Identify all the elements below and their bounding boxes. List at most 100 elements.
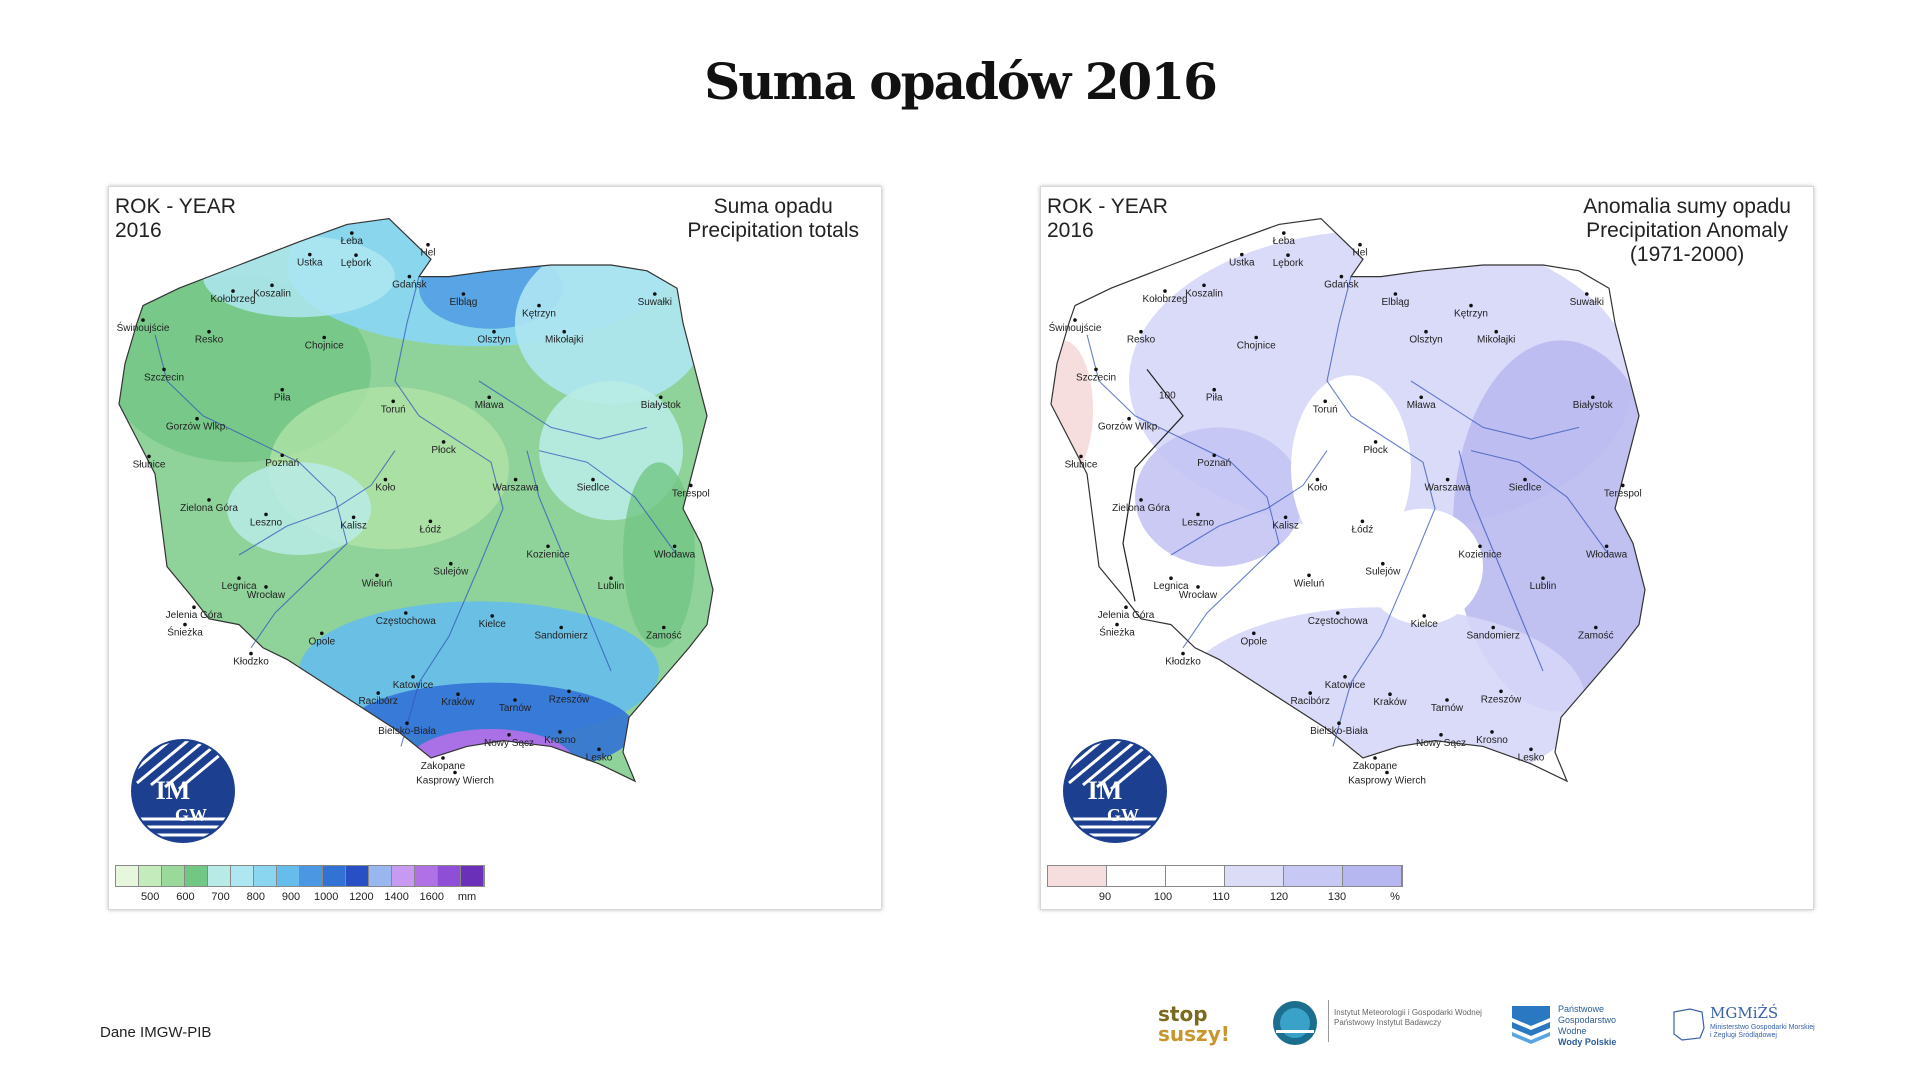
- city-label: Lesko: [586, 752, 613, 763]
- city-dot: [183, 622, 187, 627]
- anomaly-zone: [1135, 427, 1303, 567]
- city-dot: [426, 242, 430, 247]
- city-dot: [513, 698, 517, 702]
- city-marker: Nowy Sącz: [484, 733, 534, 749]
- city-label: Białystok: [1573, 400, 1614, 411]
- city-label: Lublin: [598, 581, 625, 592]
- wp-logo-line1: Państwowe: [1558, 1004, 1605, 1014]
- city-marker: Lublin: [598, 576, 625, 592]
- city-dot: [1308, 691, 1312, 695]
- legend-swatch: [208, 866, 231, 886]
- city-marker: Ustka: [297, 252, 323, 269]
- city-marker: Koszalin: [1185, 283, 1223, 299]
- city-dot: [1181, 651, 1185, 656]
- city-marker: Poznań: [1197, 453, 1231, 469]
- legend-swatch: [116, 866, 139, 886]
- city-marker: Zakopane: [1353, 756, 1398, 772]
- city-dot: [1373, 756, 1377, 760]
- city-label: Wrocław: [1179, 590, 1218, 601]
- city-dot: [1360, 519, 1365, 524]
- city-label: Poznań: [265, 458, 299, 469]
- city-dot: [1115, 622, 1119, 627]
- city-dot: [1286, 253, 1290, 257]
- city-label: Kalisz: [340, 520, 367, 531]
- city-dot: [1169, 576, 1173, 580]
- city-label: Kętrzyn: [522, 309, 556, 320]
- city-dot: [1358, 242, 1362, 247]
- city-marker: Wrocław: [1179, 585, 1218, 601]
- city-label: Poznań: [1197, 458, 1231, 469]
- city-label: Szczecin: [144, 372, 184, 383]
- city-dot: [1388, 692, 1392, 696]
- city-marker: Opole: [308, 631, 336, 647]
- poland-outline-icon: [1673, 1008, 1705, 1041]
- city-label: Kasprowy Wierch: [416, 776, 494, 787]
- city-dot: [546, 544, 550, 549]
- city-dot: [192, 605, 196, 609]
- city-label: Ustka: [297, 258, 323, 269]
- city-dot: [1343, 675, 1347, 679]
- mgmizs-logo: MGMiŻŚ Ministerstwo Gospodarki Morskiej …: [1670, 994, 1820, 1054]
- river-line: [1326, 276, 1436, 747]
- city-marker: Kasprowy Wierch: [416, 770, 494, 787]
- city-dot: [1385, 770, 1389, 775]
- city-dot: [195, 416, 199, 421]
- city-dot: [537, 303, 541, 308]
- contour-line: [1122, 369, 1184, 602]
- city-label: Świnoujście: [1049, 321, 1102, 334]
- city-label: Tarnów: [1431, 703, 1464, 714]
- stop-logo-line1: stop: [1158, 1002, 1208, 1026]
- legend-swatch: [1166, 866, 1225, 886]
- river-line: [538, 450, 678, 556]
- city-dot: [672, 544, 677, 549]
- legend-tick-label: 800: [246, 891, 265, 903]
- anomaly-zone: [1051, 340, 1093, 480]
- wp-logo-line2: Gospodarstwo Wodne: [1558, 1015, 1617, 1036]
- legend-bar: [1047, 865, 1403, 887]
- city-marker: Warszawa: [492, 477, 539, 494]
- city-label: Lębork: [1273, 258, 1305, 269]
- city-marker: Zamość: [1578, 625, 1614, 642]
- city-label: Legnica: [1153, 581, 1188, 592]
- city-label: Zielona Góra: [1112, 503, 1170, 514]
- legend-tick-label: mm: [457, 891, 477, 903]
- river-line: [154, 334, 348, 649]
- city-label: Gdańsk: [392, 280, 427, 291]
- city-label: Opole: [1240, 636, 1267, 647]
- city-dot: [1283, 515, 1288, 520]
- city-marker: Białystok: [1573, 395, 1614, 411]
- city-dot: [653, 292, 657, 296]
- imgw-pib-logo: Instytut Meteorologii i Gospodarki Wodne…: [1272, 994, 1502, 1054]
- legend-tick-label: 110: [1212, 891, 1230, 903]
- city-label: Lesko: [1518, 752, 1545, 763]
- city-marker: Wrocław: [247, 585, 286, 601]
- city-marker: Mikołajki: [1477, 329, 1515, 346]
- precipitation-anomaly-map: 100 Łeba Hel Ustka Lębork Gdańsk KoszalinKołob…: [1049, 217, 1646, 787]
- city-label: Chojnice: [1237, 341, 1276, 352]
- city-label: Kielce: [1411, 619, 1439, 630]
- city-marker: Mława: [1407, 395, 1436, 411]
- city-label: Kłodzko: [233, 657, 269, 668]
- map-title-line1: Anomalia sumy opadu: [1583, 195, 1791, 218]
- city-dot: [1621, 483, 1625, 488]
- city-label: Śnieżka: [167, 626, 203, 639]
- city-marker: Kętrzyn: [522, 303, 556, 320]
- city-marker: Nowy Sącz: [1416, 733, 1466, 749]
- city-dot: [375, 573, 379, 578]
- city-marker: Łeba: [341, 231, 363, 247]
- city-dot: [207, 329, 211, 334]
- city-marker: Piła: [1206, 387, 1223, 404]
- city-dot: [1124, 605, 1128, 609]
- city-dot: [1529, 747, 1533, 752]
- legend-tick-label: 700: [211, 891, 230, 903]
- mgm-logo-line2: i Żeglugi Śródlądowej: [1710, 1032, 1777, 1039]
- city-label: Łódź: [1352, 524, 1374, 535]
- city-dot: [1127, 416, 1131, 421]
- city-marker: Kołobrzeg: [210, 289, 256, 305]
- legend-swatch: [1048, 866, 1107, 886]
- imgw-logo-line1: Instytut Meteorologii i Gospodarki Wodne…: [1334, 1008, 1482, 1017]
- city-label: Resko: [1127, 335, 1156, 346]
- city-label: Łeba: [1273, 236, 1296, 247]
- city-marker: Koszalin: [253, 283, 291, 299]
- city-marker: Racibórz: [1290, 691, 1330, 707]
